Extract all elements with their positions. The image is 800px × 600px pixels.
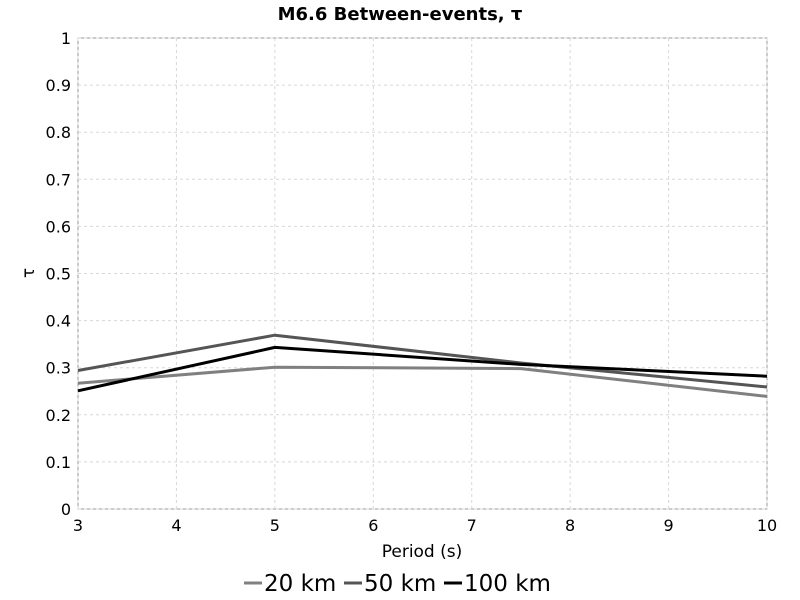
legend-label: 100 km [464, 571, 551, 597]
x-tick-label: 10 [757, 516, 777, 535]
legend: 20 km 50 km 100 km [244, 571, 551, 597]
y-tick-label: 0.4 [46, 312, 71, 331]
series-line [77, 365, 768, 398]
x-axis-label: Period (s) [382, 542, 463, 562]
series-lines [77, 333, 768, 398]
x-tick-label: 3 [73, 516, 83, 535]
x-tick-label: 4 [171, 516, 181, 535]
grid [77, 37, 768, 510]
x-tick-label: 5 [270, 516, 280, 535]
y-tick-label: 0.7 [46, 170, 71, 189]
chart-title: M6.6 Between-events, τ [278, 4, 523, 25]
y-tick-label: 1 [61, 29, 71, 48]
y-axis-ticks: 0 0.1 0.2 0.3 0.4 0.5 0.6 0.7 0.8 0.9 1 [46, 29, 71, 519]
x-tick-label: 9 [663, 516, 673, 535]
y-tick-label: 0.2 [46, 406, 71, 425]
y-tick-label: 0.6 [46, 217, 71, 236]
series-line [77, 345, 768, 393]
y-tick-label: 0.3 [46, 359, 71, 378]
y-tick-label: 0.9 [46, 76, 71, 95]
x-tick-label: 8 [565, 516, 575, 535]
y-axis-label: τ [19, 268, 39, 278]
x-tick-label: 7 [467, 516, 477, 535]
y-tick-label: 0.8 [46, 123, 71, 142]
series-line [77, 333, 768, 389]
y-tick-label: 0.5 [46, 265, 71, 284]
y-tick-label: 0 [61, 500, 71, 519]
x-tick-label: 6 [368, 516, 378, 535]
legend-label: 20 km [264, 571, 336, 597]
y-tick-label: 0.1 [46, 453, 71, 472]
legend-label: 50 km [364, 571, 436, 597]
x-axis-ticks: 3 4 5 6 7 8 9 10 [73, 516, 777, 535]
